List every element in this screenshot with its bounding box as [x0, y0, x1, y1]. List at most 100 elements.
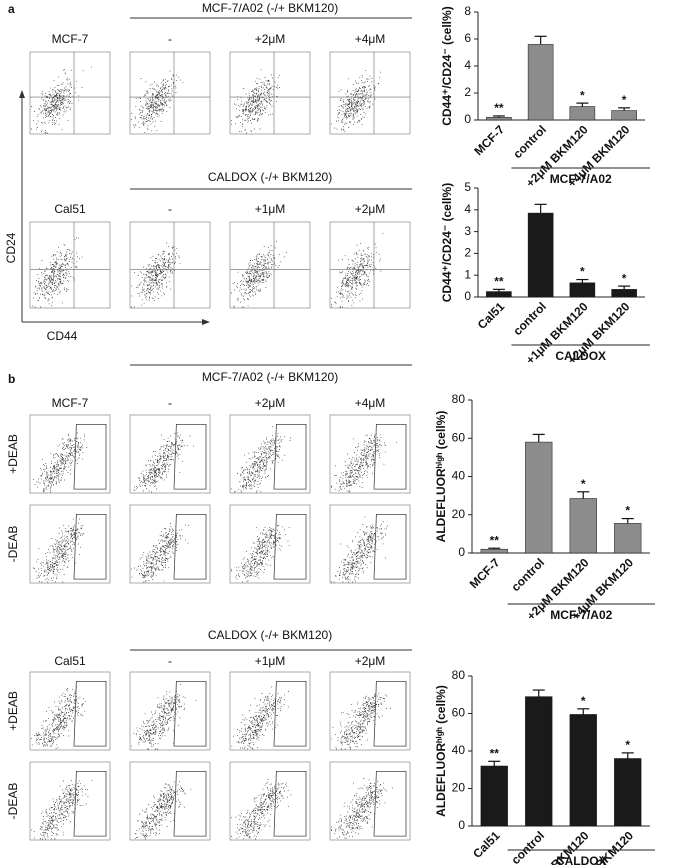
x-tick-label: MCF-7: [471, 122, 507, 158]
y-tick-label: 5: [464, 180, 471, 194]
bar: [614, 758, 642, 827]
column-header: +1μM: [255, 202, 286, 216]
flow-plot: [129, 221, 211, 309]
bar: [527, 44, 554, 121]
bar: [527, 212, 554, 298]
event-cloud: [33, 518, 85, 583]
group-label: MCF-7/A02: [550, 172, 612, 186]
flow-plot: [229, 671, 311, 751]
axis-label: CD24: [4, 232, 18, 263]
gate: [373, 514, 407, 580]
gate: [173, 423, 207, 490]
y-axis-label: CD44⁺/CD24⁻ (cell%): [440, 183, 454, 302]
row-label: -DEAB: [6, 783, 20, 820]
significance: *: [581, 477, 586, 491]
group-title: MCF-7/A02 (-/+ BKM120): [202, 1, 338, 15]
flow-plot: [229, 414, 311, 494]
bar: [486, 291, 512, 298]
panel-label: a: [8, 2, 15, 16]
y-axis-label: ALDEFLUORʰⁱᵍʰ (cell%): [434, 411, 448, 543]
y-tick-label: 60: [452, 706, 466, 720]
arrow-head: [19, 90, 25, 98]
significance: *: [581, 694, 586, 708]
event-cloud: [131, 684, 197, 750]
group-title: MCF-7/A02 (-/+ BKM120): [202, 370, 338, 384]
event-cloud: [31, 779, 93, 840]
bar: [569, 498, 597, 554]
significance: **: [494, 101, 504, 115]
flow-plot: [29, 414, 111, 494]
gate: [73, 771, 107, 837]
x-tick-label: control: [510, 122, 549, 161]
flow-plot: [29, 221, 111, 309]
gate: [373, 771, 407, 837]
flow-plot: [329, 761, 411, 841]
bar: [611, 289, 637, 298]
y-tick-label: 20: [452, 507, 466, 521]
bar: [525, 441, 553, 554]
event-cloud: [231, 426, 291, 493]
x-tick-label: control: [510, 299, 549, 338]
column-header: +1μM: [255, 654, 286, 668]
column-header: MCF-7: [52, 396, 89, 410]
gate: [373, 681, 407, 747]
y-tick-label: 6: [464, 31, 471, 45]
y-tick-label: 0: [458, 818, 465, 832]
event-cloud: [331, 434, 397, 493]
flow-plot: [329, 221, 411, 309]
bar: [480, 765, 508, 827]
flow-plot: [29, 761, 111, 841]
column-header: Cal51: [54, 202, 86, 216]
group-label: MCF-7/A02: [550, 608, 612, 622]
bar: [569, 714, 597, 827]
flow-plot: [29, 504, 111, 584]
y-tick-label: 4: [464, 58, 471, 72]
significance: **: [490, 533, 500, 547]
bar: [486, 117, 512, 121]
flow-plot: [129, 761, 211, 841]
gate: [273, 681, 307, 747]
gate: [73, 514, 107, 580]
column-header: +4μM: [355, 396, 386, 410]
column-header: -: [168, 202, 172, 216]
bar: [614, 523, 642, 554]
bar: [525, 696, 553, 827]
column-header: +2μM: [255, 396, 286, 410]
group-title: CALDOX (-/+ BKM120): [208, 170, 332, 184]
significance: *: [580, 265, 585, 279]
significance: **: [490, 746, 500, 760]
significance: *: [625, 504, 630, 518]
event-cloud: [331, 232, 384, 308]
gate: [73, 423, 107, 490]
column-header: +4μM: [355, 32, 386, 46]
y-tick-label: 8: [464, 4, 471, 18]
y-tick-label: 80: [452, 668, 466, 682]
y-tick-label: 0: [464, 289, 471, 303]
gate: [73, 681, 107, 747]
group-label: CALDOX: [556, 854, 607, 865]
event-cloud: [131, 70, 184, 133]
event-cloud: [131, 523, 190, 583]
column-header: -: [168, 32, 172, 46]
gate: [373, 423, 407, 490]
event-cloud: [33, 432, 88, 493]
bar: [569, 106, 596, 121]
column-header: -: [168, 654, 172, 668]
x-tick-label: control: [508, 828, 547, 865]
panel-label: b: [8, 372, 15, 386]
y-tick-label: 4: [464, 202, 471, 216]
column-header: MCF-7: [52, 32, 89, 46]
gate: [173, 771, 207, 837]
flow-plot: [329, 51, 411, 135]
significance: *: [622, 93, 627, 107]
x-tick-label: Cal51: [470, 828, 503, 861]
row-label: +DEAB: [6, 434, 20, 474]
row-label: +DEAB: [6, 691, 20, 731]
event-cloud: [32, 237, 83, 308]
column-header: -: [168, 396, 172, 410]
x-tick-label: Cal51: [475, 299, 508, 332]
column-header: +2μM: [355, 202, 386, 216]
gate: [273, 423, 307, 490]
bar: [480, 548, 508, 554]
